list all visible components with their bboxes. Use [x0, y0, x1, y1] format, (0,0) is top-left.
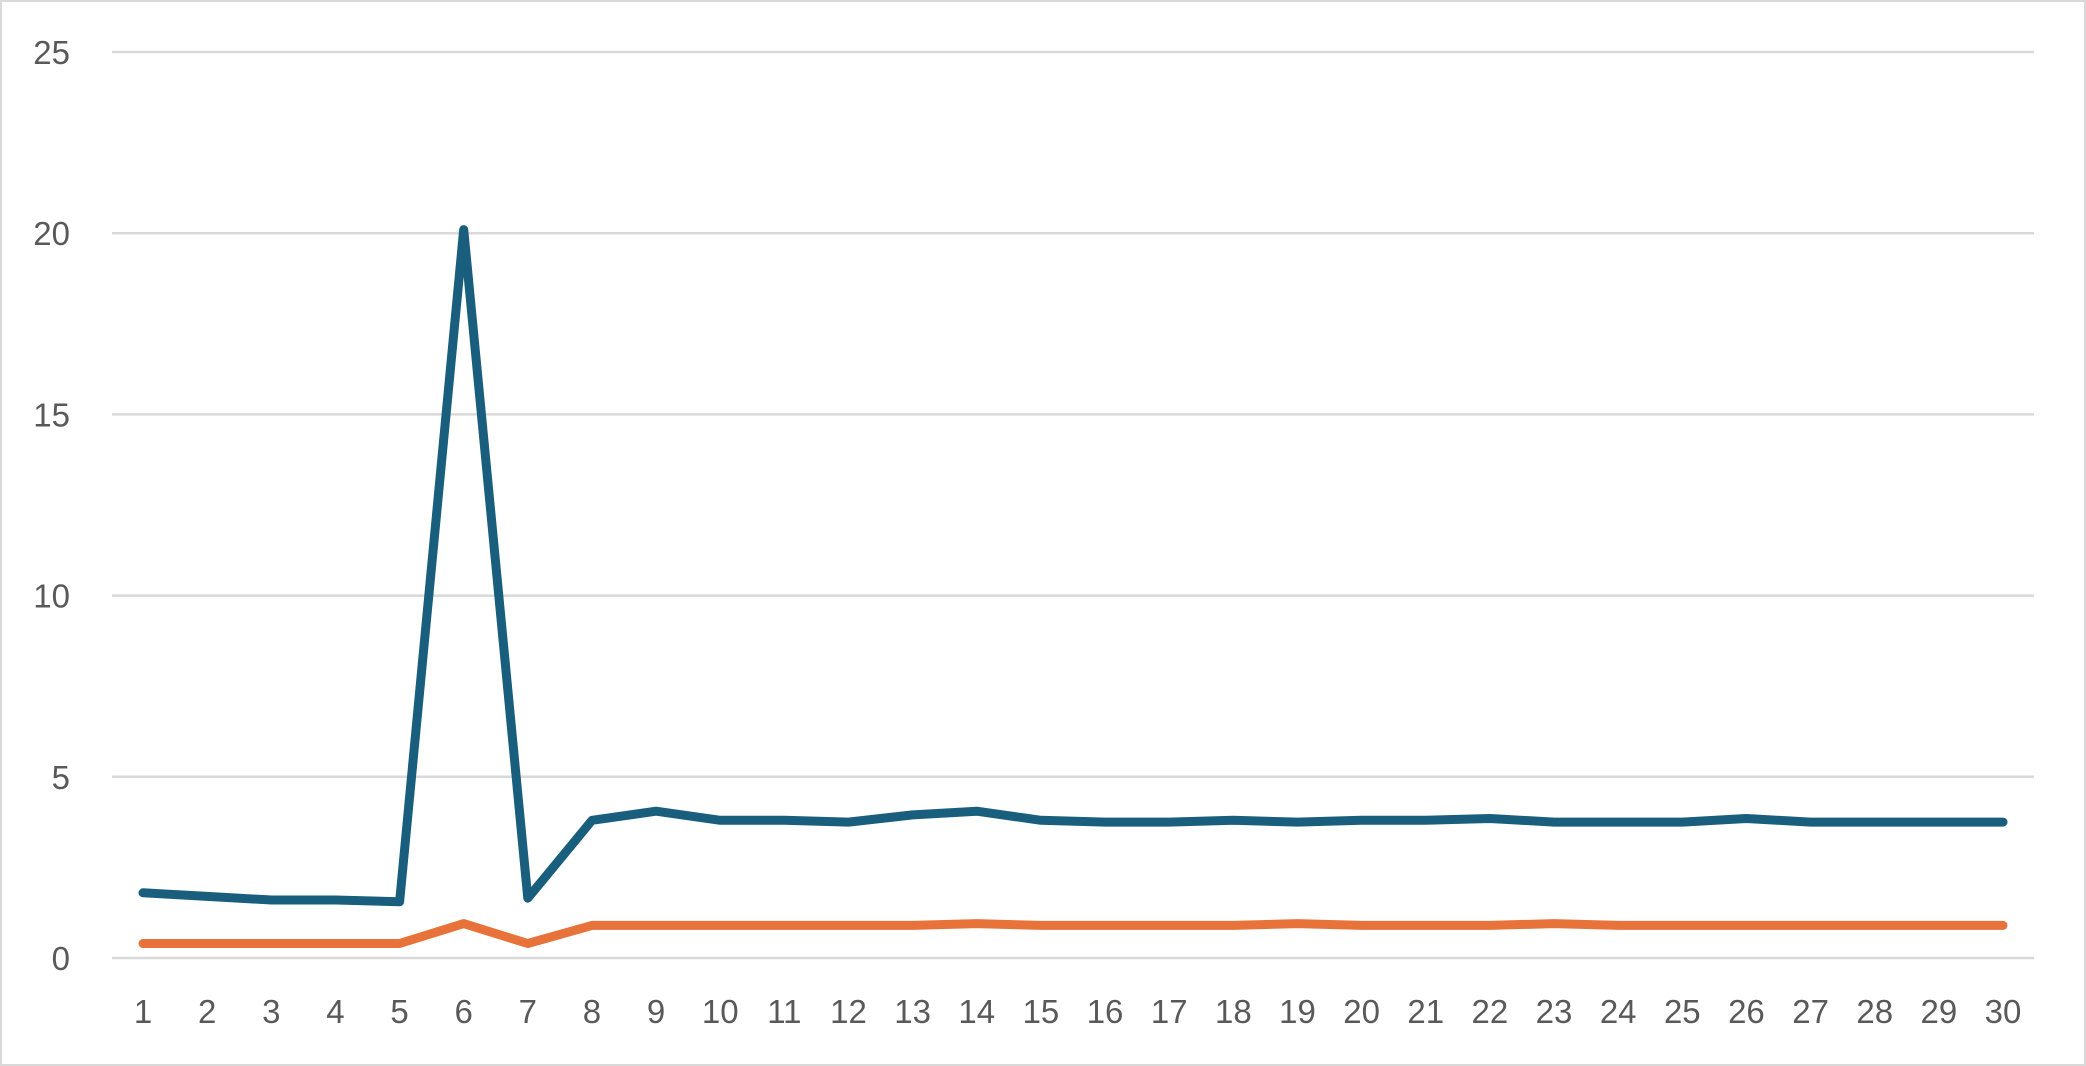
x-tick-label: 24	[1600, 993, 1637, 1030]
x-tick-label: 11	[767, 993, 801, 1030]
x-tick-label: 16	[1087, 993, 1124, 1030]
series-line-2	[138, 919, 2008, 948]
x-tick-label: 30	[1985, 993, 2022, 1030]
x-tick-label: 17	[1151, 993, 1188, 1030]
x-tick-label: 22	[1472, 993, 1509, 1030]
x-tick-label: 4	[326, 993, 344, 1030]
x-tick-label: 13	[894, 993, 931, 1030]
y-tick-label: 10	[33, 578, 70, 615]
x-tick-label: 25	[1664, 993, 1701, 1030]
x-tick-label: 2	[198, 993, 216, 1030]
series-line-1	[138, 225, 2008, 907]
y-axis-ticks: 0 5 10 15 20 25	[33, 34, 70, 977]
x-axis-ticks: 1 2 3 4 5 6 7 8 9 10 11 12 13 14 15 16 17 18 19 20 21 22 23 24 2…	[134, 993, 2022, 1030]
y-tick-label: 20	[33, 215, 70, 252]
x-tick-label: 18	[1215, 993, 1252, 1030]
x-tick-label: 23	[1536, 993, 1573, 1030]
x-tick-label: 8	[583, 993, 601, 1030]
x-tick-label: 6	[455, 993, 473, 1030]
series-lines	[138, 225, 2008, 948]
x-tick-label: 15	[1023, 993, 1060, 1030]
x-tick-label: 14	[958, 993, 995, 1030]
x-tick-label: 7	[519, 993, 537, 1030]
x-tick-label: 28	[1856, 993, 1893, 1030]
x-tick-label: 21	[1407, 993, 1444, 1030]
x-tick-label: 10	[702, 993, 739, 1030]
x-tick-label: 9	[647, 993, 665, 1030]
x-tick-label: 1	[134, 993, 152, 1030]
x-tick-label: 26	[1728, 993, 1765, 1030]
x-tick-label: 12	[830, 993, 867, 1030]
y-tick-label: 0	[52, 940, 70, 977]
x-tick-label: 5	[390, 993, 408, 1030]
y-tick-label: 25	[33, 34, 70, 71]
x-tick-label: 29	[1921, 993, 1958, 1030]
x-tick-label: 3	[262, 993, 280, 1030]
x-tick-label: 27	[1792, 993, 1829, 1030]
y-tick-label: 5	[52, 759, 70, 796]
x-tick-label: 20	[1343, 993, 1380, 1030]
x-tick-label: 19	[1279, 993, 1316, 1030]
y-tick-label: 15	[33, 396, 70, 433]
